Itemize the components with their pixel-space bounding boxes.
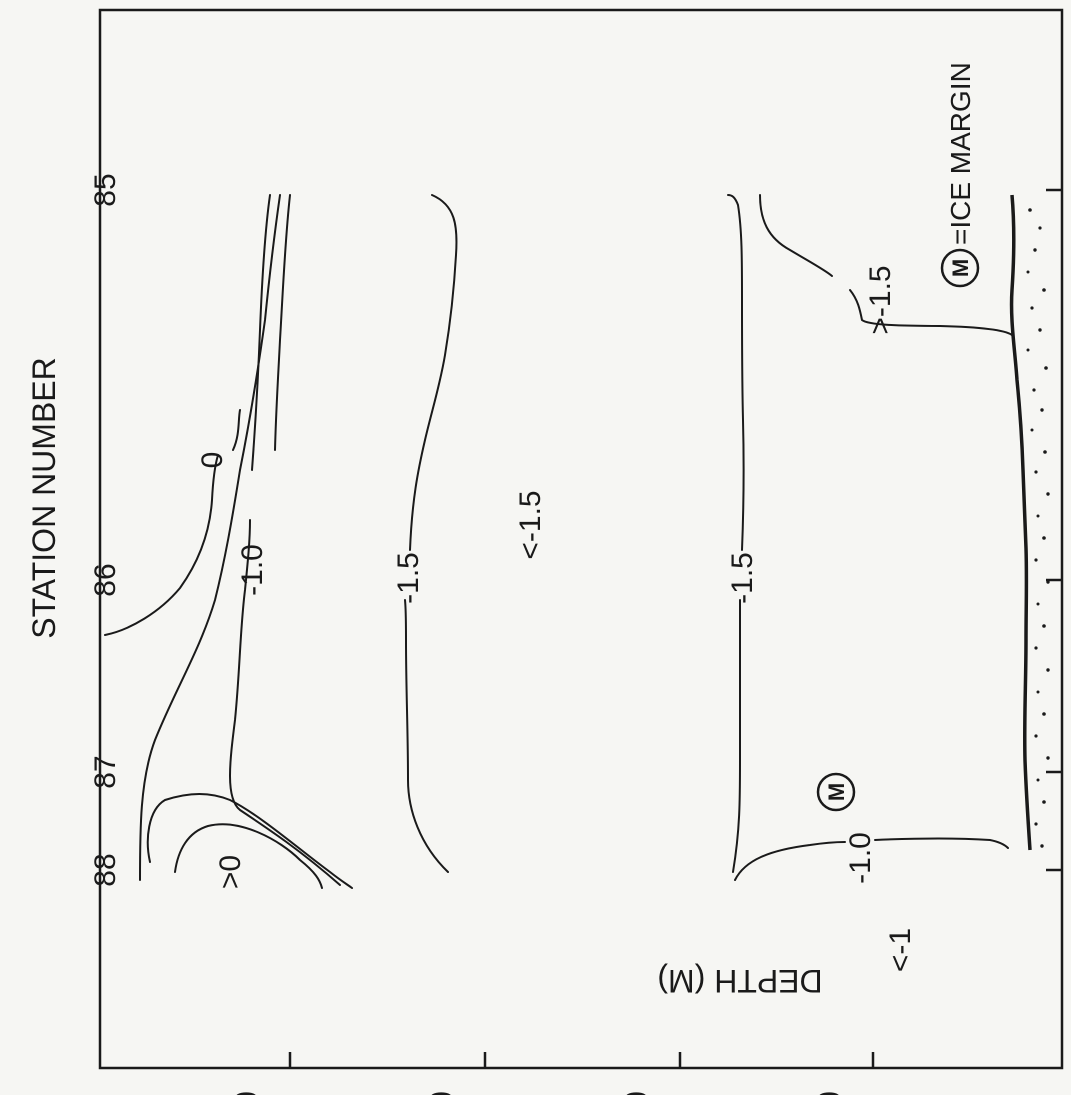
region-label-lt-minus-1: <-1 [884,928,917,972]
station-label-87: 87 [89,755,122,788]
station-label-85: 85 [89,173,122,206]
depth-axis: 10 20 30 40 DEPTH (M) [228,963,875,1095]
seafloor-stipple [1026,208,1050,848]
station-axis-title: STATION NUMBER [26,357,62,638]
contour-0-outer [104,409,353,889]
plot-frame [98,8,1064,1070]
ice-margin-legend-letter: M [948,259,973,277]
region-label-gt-0: >0 [214,855,247,889]
depth-label-40: 40 [811,1091,849,1095]
station-label-86: 86 [89,563,122,596]
contour-minus-1-outer [139,194,291,881]
contour-label-minus-1-5-upper: -1.5 [392,552,425,604]
contour-label-minus-1-5-lower: -1.5 [726,552,759,604]
contour-minus-1-5-upper [404,194,458,873]
contour-minus-1-inner [229,194,341,886]
contour-minus-1-5-lower [727,194,745,873]
seafloor-profile [1009,194,1032,851]
contour-0-inner [174,823,323,889]
contour-label-minus-1-lower: -1.0 [844,832,877,884]
station-label-88: 88 [89,853,122,886]
ice-margin-legend: M =ICE MARGIN [940,62,980,288]
ice-margin-marker-88-letter: M [824,783,849,801]
ice-margin-legend-text: =ICE MARGIN [945,62,976,245]
region-label-gt-minus-1-5: >-1.5 [864,265,897,334]
station-axis: 85 86 87 88 STATION NUMBER [26,173,1062,887]
contour-gt-minus-1-5 [759,194,1013,336]
contour-label-minus-1-upper: -1.0 [236,544,269,596]
contour-label-0: 0 [196,452,229,469]
region-label-lt-minus-1-5: <-1.5 [514,490,547,559]
contour-minus-1-0-lower [734,837,1009,881]
depth-label-20: 20 [423,1091,461,1095]
depth-label-10: 10 [228,1091,266,1095]
depth-axis-title: DEPTH (M) [657,963,822,999]
ice-margin-marker-88: M [816,772,856,812]
depth-label-30: 30 [618,1091,656,1095]
